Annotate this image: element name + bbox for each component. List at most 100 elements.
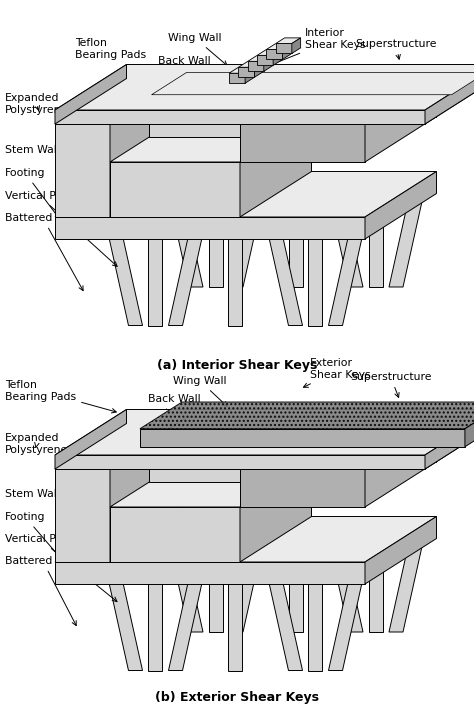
Polygon shape xyxy=(365,79,437,162)
Polygon shape xyxy=(55,516,437,562)
Text: Back Wall: Back Wall xyxy=(148,394,201,421)
Polygon shape xyxy=(55,455,425,469)
Text: Battered Piles: Battered Piles xyxy=(5,213,83,291)
Polygon shape xyxy=(309,235,322,325)
Polygon shape xyxy=(289,197,303,287)
Text: Teflon
Bearing Pads: Teflon Bearing Pads xyxy=(5,380,116,413)
Polygon shape xyxy=(229,67,254,73)
Polygon shape xyxy=(152,72,474,95)
Polygon shape xyxy=(55,110,425,124)
Polygon shape xyxy=(149,444,279,482)
Polygon shape xyxy=(149,423,311,444)
Polygon shape xyxy=(110,507,240,562)
Text: (b) Exterior Shear Keys: (b) Exterior Shear Keys xyxy=(155,691,319,704)
Polygon shape xyxy=(465,402,474,447)
Text: Wing Wall: Wing Wall xyxy=(168,33,227,65)
Polygon shape xyxy=(311,79,437,116)
Polygon shape xyxy=(140,429,465,447)
Text: Battered Piles: Battered Piles xyxy=(5,556,81,625)
Text: Superstructure: Superstructure xyxy=(355,39,437,60)
Polygon shape xyxy=(283,44,292,60)
Polygon shape xyxy=(228,235,243,325)
Polygon shape xyxy=(240,124,365,162)
Text: Wing Wall: Wing Wall xyxy=(173,376,227,406)
Polygon shape xyxy=(268,235,302,325)
Polygon shape xyxy=(425,410,474,469)
Polygon shape xyxy=(329,542,363,632)
Polygon shape xyxy=(229,197,263,287)
Polygon shape xyxy=(209,542,223,632)
Polygon shape xyxy=(255,62,263,77)
Polygon shape xyxy=(365,423,437,507)
Polygon shape xyxy=(55,79,474,124)
Text: (a) Interior Shear Keys: (a) Interior Shear Keys xyxy=(157,359,317,372)
Polygon shape xyxy=(369,542,383,632)
Polygon shape xyxy=(276,38,301,43)
Polygon shape xyxy=(55,469,110,562)
Polygon shape xyxy=(311,423,437,462)
Text: Stem Wall: Stem Wall xyxy=(5,145,81,157)
Text: Interior
Shear Keys: Interior Shear Keys xyxy=(272,28,365,65)
Polygon shape xyxy=(148,581,163,671)
Polygon shape xyxy=(289,542,303,632)
Text: Back Wall: Back Wall xyxy=(158,56,210,85)
Polygon shape xyxy=(240,423,437,469)
Polygon shape xyxy=(55,423,182,469)
Polygon shape xyxy=(168,235,202,325)
Polygon shape xyxy=(55,172,437,217)
Polygon shape xyxy=(229,542,263,632)
Polygon shape xyxy=(279,423,311,482)
Polygon shape xyxy=(109,235,143,325)
Text: Exterior
Shear Keys: Exterior Shear Keys xyxy=(303,358,371,387)
Polygon shape xyxy=(329,197,363,287)
Polygon shape xyxy=(425,65,474,124)
Text: Teflon
Bearing Pads: Teflon Bearing Pads xyxy=(75,38,146,74)
Polygon shape xyxy=(110,162,240,217)
Polygon shape xyxy=(55,65,127,124)
Polygon shape xyxy=(240,116,311,217)
Polygon shape xyxy=(257,50,282,55)
Polygon shape xyxy=(365,172,437,239)
Text: Vertical Piles: Vertical Piles xyxy=(5,191,117,267)
Polygon shape xyxy=(55,410,474,455)
Polygon shape xyxy=(238,62,263,67)
Polygon shape xyxy=(240,79,437,124)
Text: Stem Wall: Stem Wall xyxy=(5,489,81,505)
Polygon shape xyxy=(149,79,311,99)
Polygon shape xyxy=(292,38,301,53)
Polygon shape xyxy=(169,542,203,632)
Polygon shape xyxy=(140,402,474,429)
Polygon shape xyxy=(110,462,311,507)
Polygon shape xyxy=(266,44,292,50)
Polygon shape xyxy=(273,50,282,65)
Polygon shape xyxy=(389,542,423,632)
Polygon shape xyxy=(328,235,363,325)
Polygon shape xyxy=(55,217,365,239)
Polygon shape xyxy=(110,79,182,217)
Polygon shape xyxy=(276,43,292,53)
Polygon shape xyxy=(55,562,365,584)
Polygon shape xyxy=(55,124,110,217)
Polygon shape xyxy=(238,67,255,77)
Polygon shape xyxy=(148,235,163,325)
Polygon shape xyxy=(248,56,273,61)
Polygon shape xyxy=(109,581,143,671)
Polygon shape xyxy=(389,197,423,287)
Polygon shape xyxy=(369,197,383,287)
Polygon shape xyxy=(365,516,437,584)
Polygon shape xyxy=(110,116,311,162)
Text: Superstructure: Superstructure xyxy=(350,372,431,397)
Polygon shape xyxy=(240,462,311,562)
Polygon shape xyxy=(228,581,243,671)
Polygon shape xyxy=(229,73,245,83)
Polygon shape xyxy=(169,197,203,287)
Polygon shape xyxy=(209,197,223,287)
Polygon shape xyxy=(266,50,283,60)
Polygon shape xyxy=(149,99,279,137)
Polygon shape xyxy=(110,423,182,562)
Polygon shape xyxy=(328,581,363,671)
Polygon shape xyxy=(152,418,474,440)
Polygon shape xyxy=(55,423,474,469)
Polygon shape xyxy=(268,581,302,671)
Polygon shape xyxy=(240,469,365,507)
